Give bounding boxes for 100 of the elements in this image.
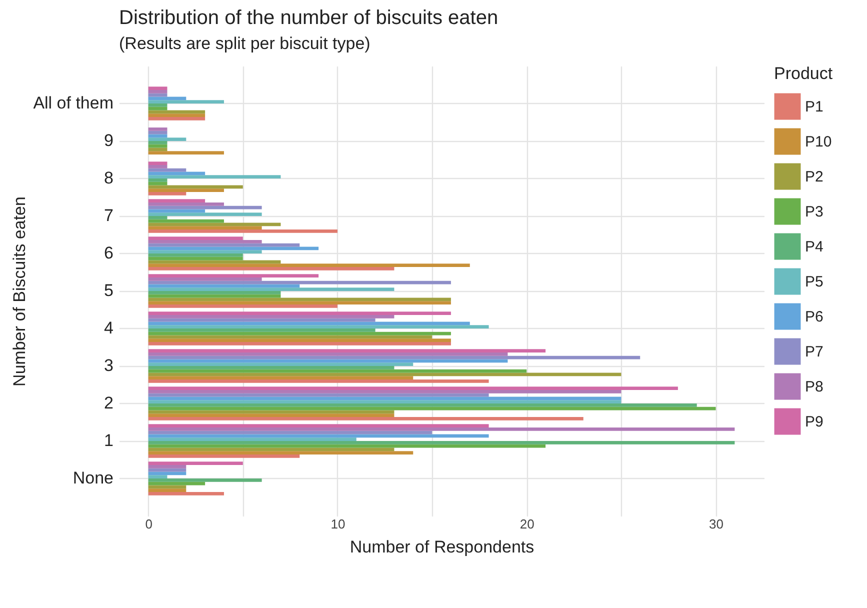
bar	[148, 141, 168, 144]
bar	[148, 226, 262, 230]
bar	[148, 199, 206, 202]
y-axis-title: Number of Biscuits eaten	[10, 196, 30, 386]
bar	[148, 274, 319, 278]
bar	[148, 206, 262, 210]
y-tick-label: None	[72, 468, 114, 488]
bar	[148, 117, 206, 120]
bar	[148, 230, 338, 233]
bar	[148, 349, 546, 352]
bar	[148, 130, 168, 134]
bar	[148, 406, 716, 410]
bar	[148, 444, 546, 448]
x-axis-title: Number of Respondents	[350, 538, 534, 556]
bar	[148, 212, 262, 216]
bar	[148, 188, 224, 192]
bar	[148, 380, 489, 383]
bar	[148, 451, 414, 454]
legend-label: P2	[805, 168, 824, 186]
bar	[148, 93, 168, 97]
bar	[148, 465, 186, 468]
bar	[148, 256, 243, 260]
bar	[148, 462, 243, 465]
bar	[148, 400, 622, 404]
bar	[148, 216, 168, 220]
bar	[148, 312, 451, 315]
bar	[148, 165, 168, 168]
bar	[148, 430, 432, 434]
bar	[148, 236, 243, 240]
bar	[148, 393, 489, 397]
bar	[148, 144, 168, 148]
bar	[148, 488, 186, 492]
bar	[148, 291, 281, 294]
bar	[148, 219, 224, 223]
bar	[148, 366, 394, 370]
chart-subtitle: (Results are split per biscuit type)	[119, 34, 370, 53]
legend-label: P5	[805, 274, 824, 290]
x-tick-label: 20	[520, 516, 534, 532]
bar	[148, 168, 186, 172]
bar	[148, 454, 300, 458]
bar	[148, 304, 338, 308]
y-tick-label: 3	[104, 356, 114, 375]
legend-label: P4	[805, 238, 824, 256]
legend-label: P8	[805, 378, 824, 396]
bar	[148, 352, 508, 356]
legend-label: P9	[805, 414, 824, 430]
bar	[148, 325, 489, 328]
legend-title: Product	[774, 64, 833, 83]
legend-label: P1	[805, 98, 824, 116]
bar	[148, 138, 186, 141]
legend-label: P6	[805, 308, 824, 326]
bar	[148, 386, 678, 390]
bar	[148, 294, 281, 298]
bar	[148, 414, 394, 417]
bar	[148, 240, 262, 244]
legend-label: P7	[805, 344, 824, 360]
y-tick-label: 5	[104, 281, 114, 300]
x-tick-label: 0	[145, 516, 152, 532]
bar	[148, 424, 489, 428]
bar	[148, 267, 394, 270]
bar	[148, 264, 470, 267]
bar	[148, 254, 243, 257]
y-tick-label: 9	[104, 131, 114, 150]
bar	[148, 475, 168, 478]
legend-label: P3	[805, 204, 824, 220]
bar	[148, 288, 394, 291]
y-tick-label: 1	[104, 431, 114, 450]
bar	[148, 178, 168, 182]
bar	[148, 100, 224, 104]
bar	[148, 356, 640, 360]
bar	[148, 468, 186, 472]
y-tick-label: 8	[104, 168, 114, 188]
y-tick-label: 7	[104, 206, 114, 225]
bar	[148, 404, 697, 407]
bar	[148, 192, 186, 196]
bar	[148, 250, 262, 254]
bar	[148, 86, 168, 90]
bar	[148, 478, 262, 482]
bar	[148, 332, 451, 336]
bar	[148, 328, 376, 332]
bar	[148, 315, 394, 318]
bar	[148, 175, 281, 178]
y-tick-label: All of them	[33, 94, 114, 112]
bar	[148, 369, 527, 373]
y-tick-label: 2	[104, 394, 114, 412]
bar	[148, 90, 168, 94]
bar	[148, 390, 622, 394]
bar	[148, 492, 224, 496]
bar	[148, 278, 262, 281]
bar	[148, 376, 414, 380]
bar	[148, 243, 300, 247]
bar	[148, 128, 168, 131]
bar	[148, 362, 414, 366]
legend-label: P10	[805, 134, 832, 150]
bar	[148, 428, 735, 431]
bar	[148, 438, 356, 441]
bar	[148, 114, 206, 117]
x-tick-label: 10	[330, 516, 346, 532]
bar	[148, 182, 168, 186]
bar	[148, 318, 376, 322]
